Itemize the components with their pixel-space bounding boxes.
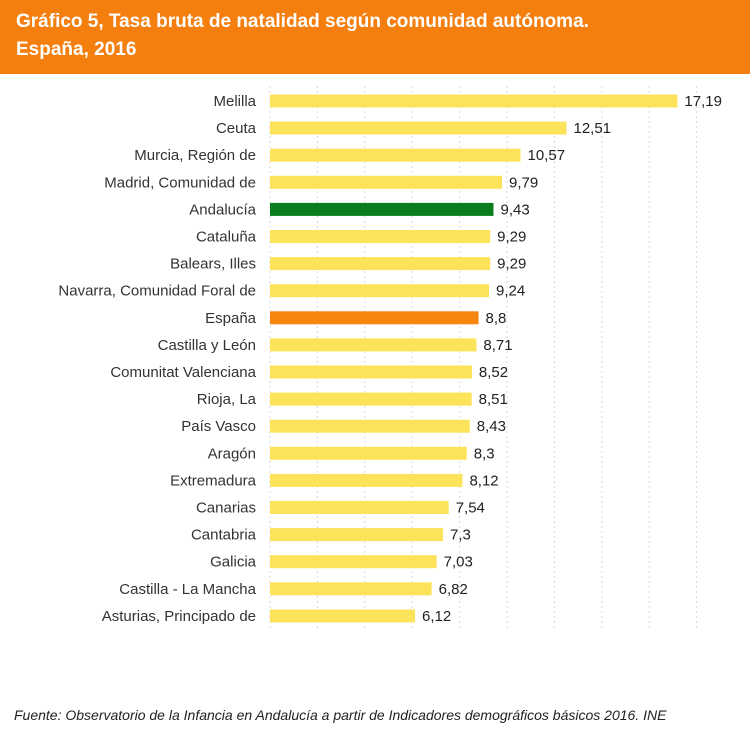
value-label: 6,12 xyxy=(422,608,451,625)
bar xyxy=(270,311,479,325)
category-label: Extremadura xyxy=(170,472,257,489)
bar xyxy=(270,257,491,271)
bar xyxy=(270,121,567,135)
value-label: 9,79 xyxy=(509,174,538,191)
value-label: 8,52 xyxy=(479,364,508,381)
category-label: Castilla - La Mancha xyxy=(119,581,256,598)
bar xyxy=(270,473,463,487)
bar xyxy=(270,446,467,460)
bar xyxy=(270,501,449,514)
category-label: Andalucía xyxy=(189,201,256,218)
value-label: 7,03 xyxy=(444,554,473,571)
bar xyxy=(270,528,444,542)
bar xyxy=(270,230,491,243)
value-label: 7,3 xyxy=(450,527,471,544)
value-label: 8,12 xyxy=(469,472,498,489)
category-label: Balears, Illes xyxy=(170,256,256,273)
category-label: Canarias xyxy=(196,500,256,517)
bar xyxy=(270,555,437,569)
value-label: 9,43 xyxy=(500,201,529,218)
category-label: País Vasco xyxy=(181,418,256,435)
bar xyxy=(270,365,472,379)
value-label: 8,51 xyxy=(479,391,508,408)
category-label: Cantabria xyxy=(191,527,257,544)
category-label: Ceuta xyxy=(216,120,257,137)
category-label: Madrid, Comunidad de xyxy=(104,174,256,191)
value-label: 9,24 xyxy=(496,283,525,300)
value-label: 6,82 xyxy=(439,581,468,598)
value-label: 8,3 xyxy=(474,445,495,462)
value-label: 9,29 xyxy=(497,229,526,246)
value-label: 12,51 xyxy=(573,120,611,137)
bar xyxy=(270,419,470,433)
category-label: Galicia xyxy=(210,554,257,571)
category-label: Murcia, Región de xyxy=(134,147,256,164)
bar xyxy=(270,609,416,623)
chart-title: Gráfico 5, Tasa bruta de natalidad según… xyxy=(16,11,589,60)
value-label: 8,43 xyxy=(477,418,506,435)
chart-source: Fuente: Observatorio de la Infancia en A… xyxy=(14,707,667,723)
value-label: 8,71 xyxy=(483,337,512,354)
category-label: Rioja, La xyxy=(197,391,257,408)
bar xyxy=(270,148,521,162)
chart-header: Gráfico 5, Tasa bruta de natalidad según… xyxy=(0,0,750,74)
category-label: Melilla xyxy=(213,93,256,110)
bar xyxy=(270,392,472,406)
category-label: Aragón xyxy=(208,445,256,462)
category-label: Cataluña xyxy=(196,229,257,246)
bar xyxy=(270,582,432,596)
category-label: España xyxy=(205,310,257,327)
category-label: Comunitat Valenciana xyxy=(110,364,256,381)
bar xyxy=(270,284,489,298)
value-label: 10,57 xyxy=(528,147,566,164)
value-label: 17,19 xyxy=(684,93,722,110)
category-label: Asturias, Principado de xyxy=(102,608,256,625)
value-label: 8,8 xyxy=(486,310,507,327)
category-label: Castilla y León xyxy=(158,337,256,354)
value-label: 9,29 xyxy=(497,256,526,273)
bar xyxy=(270,338,477,352)
bar xyxy=(270,94,678,108)
category-label: Navarra, Comunidad Foral de xyxy=(58,283,256,300)
value-label: 7,54 xyxy=(456,500,485,517)
bar-chart: Melilla 17,19 Ceuta 12,51 Murcia, Región de 1… xyxy=(58,86,722,630)
bar xyxy=(270,175,503,189)
bar xyxy=(270,202,494,216)
